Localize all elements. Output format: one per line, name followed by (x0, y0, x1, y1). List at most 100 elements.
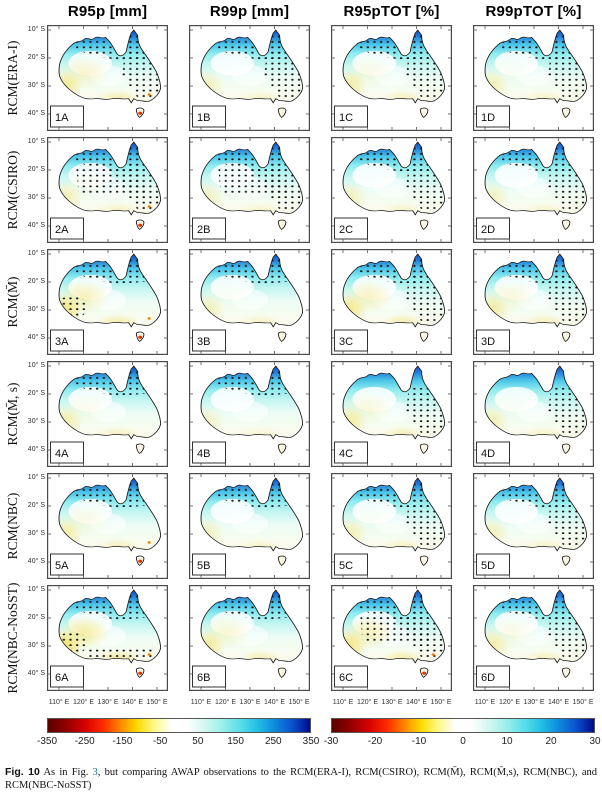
tasmania-coastline (561, 667, 571, 678)
tasmania-coastline (561, 219, 571, 230)
panel-label-box (192, 217, 226, 240)
lon-tick-label: 150° E (146, 699, 168, 706)
panel-label-box (476, 665, 510, 688)
caption-figure-3-link[interactable]: 3 (92, 767, 98, 778)
lat-tick-label: 40° S (27, 334, 45, 341)
australia-map: 2C (331, 137, 452, 243)
lon-tick-label: 140° E (121, 699, 144, 706)
australia-coastline (58, 141, 162, 216)
caption-pre: As in Fig. (39, 767, 93, 778)
tasmania-coastline (561, 443, 571, 454)
lat-tick-label: 30° S (27, 642, 45, 649)
tasmania-coastline (419, 107, 429, 118)
axis-ticks (190, 586, 309, 690)
lat-tick-label: 10° S (27, 586, 45, 593)
panel-label: 5B (197, 560, 210, 572)
lon-tick-label: 150° E (572, 699, 594, 706)
red-bias-specks (138, 93, 151, 115)
australia-map: 4B (189, 361, 310, 467)
australia-coastline (484, 365, 588, 440)
map-panel-3D: 3D (473, 249, 594, 355)
map-panel-2D: 2D (473, 137, 594, 243)
axis-ticks (332, 138, 451, 242)
australia-map: 2D (473, 137, 594, 243)
panel-label: 3A (55, 336, 69, 348)
panel-label: 6D (481, 672, 495, 684)
australia-coastline (484, 141, 588, 216)
axis-ticks (48, 250, 167, 354)
panel-label: 1D (481, 112, 495, 124)
panel-label-box (50, 105, 84, 128)
panel-label: 1C (339, 112, 353, 124)
white-patch-center2 (516, 513, 553, 535)
panel-label-box (334, 329, 368, 352)
lat-tick-label: 10° S (27, 474, 45, 481)
tasmania-coastline (277, 107, 287, 118)
lat-tick-label: 10° S (27, 26, 45, 33)
panel-label: 2A (55, 224, 69, 236)
map-panel-1C: 1C (331, 25, 452, 131)
white-patch-center2 (232, 65, 269, 87)
australia-coastline (200, 365, 304, 440)
australia-map: 3C (331, 249, 452, 355)
red-bias-specks (138, 541, 151, 563)
australia-map: 1A (47, 25, 168, 131)
column-header-3: R95pTOT [%] (343, 3, 440, 20)
caption-post: , but comparing AWAP observations to the… (5, 767, 597, 791)
colorbar-percent (331, 718, 595, 733)
white-patch-center2 (374, 177, 411, 199)
map-panel-4A: 4A (47, 361, 168, 467)
panel-label: 2D (481, 224, 495, 236)
map-panel-2C: 2C (331, 137, 452, 243)
panel-label-box (476, 553, 510, 576)
australia-map: 6A (47, 585, 168, 691)
lat-tick-label: 20° S (27, 614, 45, 621)
lat-tick-label: 40° S (27, 446, 45, 453)
australia-coastline (484, 477, 588, 552)
colorbar-tick-difference-mm: 250 (264, 736, 282, 747)
panel-label: 6A (55, 672, 69, 684)
lon-tick-label: 150° E (288, 699, 310, 706)
colorbar-tick-difference-percent: 10 (501, 736, 513, 747)
lat-tick-label: 20° S (27, 390, 45, 397)
lat-tick-label: 40° S (27, 222, 45, 229)
map-panel-5A: 5A (47, 473, 168, 579)
map-panel-5B: 5B (189, 473, 310, 579)
tasmania-coastline (419, 331, 429, 342)
australia-coastline (200, 589, 304, 664)
panel-label-box (50, 217, 84, 240)
map-panel-3A: 3A (47, 249, 168, 355)
panel-label-box (50, 553, 84, 576)
axis-ticks (190, 362, 309, 466)
australia-coastline (200, 141, 304, 216)
lon-tick-label: 130° E (381, 699, 403, 706)
tasmania-coastline (419, 219, 429, 230)
colorbar-tick-difference-percent: 20 (545, 736, 557, 747)
colorbar-tick-difference-percent: 30 (589, 736, 601, 747)
axis-ticks (474, 250, 593, 354)
australia-map: 4D (473, 361, 594, 467)
australia-map: 5D (473, 473, 594, 579)
tasmania-coastline (277, 331, 287, 342)
tasmania-coastline (561, 555, 571, 566)
red-bias-specks (422, 653, 435, 675)
lon-tick-label: 140° E (547, 699, 570, 706)
australia-map: 3D (473, 249, 594, 355)
lon-tick-label: 130° E (97, 699, 119, 706)
axis-ticks (332, 362, 451, 466)
australia-map: 6B (189, 585, 310, 691)
map-panel-3C: 3C (331, 249, 452, 355)
tasmania-coastline (419, 667, 429, 678)
panel-label-box (192, 665, 226, 688)
red-bias-specks (138, 317, 151, 339)
lon-tick-label: 150° E (430, 699, 452, 706)
figure-caption: Fig. 10 As in Fig. 3, but comparing AWAP… (5, 766, 597, 792)
lat-tick-label: 40° S (27, 110, 45, 117)
panel-label: 3D (481, 336, 495, 348)
lat-tick-label: 30° S (27, 82, 45, 89)
colorbar-tick-difference-mm: -350 (36, 736, 58, 747)
australia-map: 3A (47, 249, 168, 355)
lat-tick-label: 30° S (27, 194, 45, 201)
caption-fig-label: Fig. 10 (5, 766, 40, 778)
